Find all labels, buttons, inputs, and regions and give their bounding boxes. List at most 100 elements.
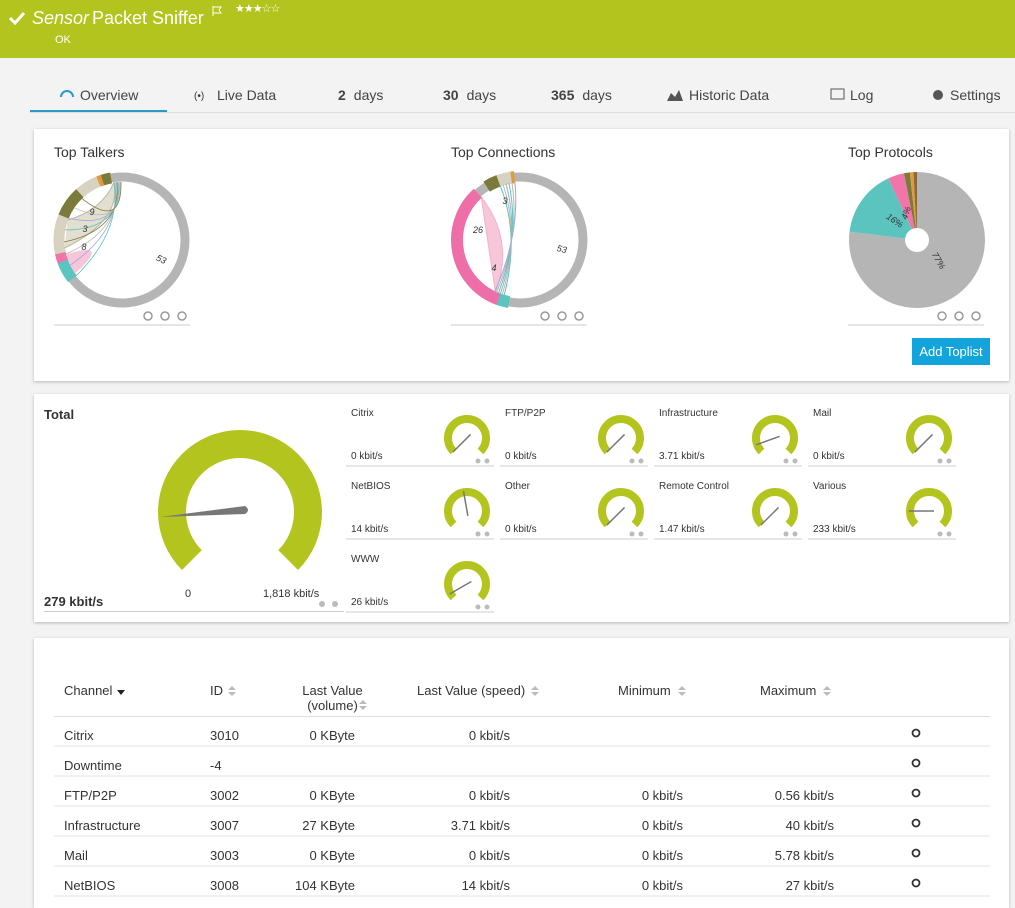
cell-speed: 0 kbit/s [350, 728, 510, 743]
column-header[interactable]: Last Value (volume) [290, 683, 375, 713]
cell-channel: NetBIOS [64, 878, 115, 893]
column-header[interactable]: Minimum [618, 683, 671, 698]
gauge-value: 0 kbit/s [813, 451, 845, 462]
gauge-needle [607, 434, 625, 452]
gauge-name: Citrix [351, 408, 374, 419]
channel-settings-icon [913, 820, 920, 827]
tab-days-number: 365 [551, 87, 574, 103]
cell-volume: 0 KByte [195, 728, 355, 743]
gauge-arc [756, 492, 794, 524]
column-header[interactable]: ID [210, 683, 223, 698]
tab-label[interactable]: Overview [80, 87, 138, 103]
cell-channel: FTP/P2P [64, 788, 117, 803]
cell-volume: 104 KByte [195, 878, 355, 893]
tab-days-unit: days [354, 87, 384, 103]
tab-label[interactable]: Log [850, 87, 873, 103]
toplist-action-icon [575, 312, 583, 320]
ring-segment [80, 182, 99, 194]
historic-icon [667, 90, 683, 101]
cell-minimum: 0 kbit/s [523, 848, 683, 863]
tab-label[interactable]: Historic Data [689, 87, 769, 103]
log-icon [831, 89, 844, 99]
total-icon [319, 601, 325, 607]
gauge-name: FTP/P2P [505, 408, 546, 419]
toplist-action-icon [144, 312, 152, 320]
gauge-arc [910, 419, 948, 451]
gauge-icon [485, 605, 490, 610]
gauge-value: 0 kbit/s [505, 451, 537, 462]
ring-segment [60, 253, 62, 261]
ring-segment [498, 178, 511, 181]
cell-speed: 3.71 kbit/s [350, 818, 510, 833]
live-icon: (•) [194, 91, 204, 102]
gauge-needle [450, 582, 472, 595]
tab-days[interactable]: 30 days [443, 87, 496, 103]
gauge-icon [784, 459, 789, 464]
ring-segment [59, 216, 64, 253]
cell-channel: Citrix [64, 728, 94, 743]
tab-days-unit: days [467, 87, 497, 103]
cell-speed: 0 kbit/s [350, 788, 510, 803]
column-header[interactable]: Last Value (speed) [417, 683, 525, 698]
gauge-icon [630, 459, 635, 464]
sort-icon [228, 686, 236, 696]
cell-maximum: 5.78 kbit/s [674, 848, 834, 863]
cell-volume: 0 KByte [195, 788, 355, 803]
toplist-title: Top Talkers [54, 144, 125, 160]
cell-minimum: 0 kbit/s [523, 818, 683, 833]
gauge-arc [910, 492, 948, 524]
cell-maximum: 40 kbit/s [674, 818, 834, 833]
ring-segment [487, 181, 499, 187]
gauge-value: 3.71 kbit/s [659, 451, 705, 462]
column-header[interactable]: Channel [64, 683, 112, 698]
gauge-value: 0 kbit/s [351, 451, 383, 462]
pie-hole [905, 228, 929, 252]
toplist-action-icon [938, 312, 946, 320]
overview-icon [61, 91, 73, 97]
tab-label[interactable]: Live Data [217, 87, 276, 103]
gauge-arc [602, 492, 640, 524]
gauge-icon [630, 532, 635, 537]
cell-channel: Mail [64, 848, 88, 863]
channel-settings-icon [913, 880, 920, 887]
channel-settings-icon [913, 850, 920, 857]
total-baseline [44, 611, 344, 612]
gauge-name: Various [813, 481, 846, 492]
column-header[interactable]: Maximum [760, 683, 816, 698]
toplist-action-icon [161, 312, 169, 320]
toplist-action-icon [558, 312, 566, 320]
total-value: 279 kbit/s [44, 594, 103, 609]
gauge-icon [476, 459, 481, 464]
gauge-value: 26 kbit/s [351, 597, 388, 608]
toplist-title: Top Connections [451, 144, 555, 160]
gauge-name: WWW [351, 554, 379, 565]
tab-days[interactable]: 2 days [338, 87, 383, 103]
cell-channel: Downtime [64, 758, 122, 773]
tab-days-number: 2 [338, 87, 346, 103]
ring-segment [103, 178, 112, 180]
tab-days-unit: days [582, 87, 612, 103]
gauge-icon [938, 459, 943, 464]
add-toplist-button[interactable]: Add Toplist [912, 338, 990, 365]
gauge-needle [453, 434, 471, 452]
cell-minimum: 0 kbit/s [523, 878, 683, 893]
gauge-arc [602, 419, 640, 451]
toplist-label: 3 [502, 196, 507, 206]
gauge-needle [761, 507, 779, 525]
gauge-icon [947, 532, 952, 537]
gauge-name: Other [505, 481, 530, 492]
total-max: 1,818 kbit/s [263, 588, 319, 600]
gauge-name: NetBIOS [351, 481, 390, 492]
channel-settings-icon [913, 760, 920, 767]
toplist-label: 8 [81, 242, 86, 252]
toplist-label: 26 [472, 225, 483, 235]
gauge-icon [476, 605, 481, 610]
tab-label[interactable]: Settings [950, 87, 1001, 103]
tab-days[interactable]: 365 days [551, 87, 612, 103]
sort-desc-icon [117, 690, 125, 695]
cell-volume: 27 KByte [195, 818, 355, 833]
toplist-label: 3 [82, 224, 87, 234]
tab-days-number: 30 [443, 87, 459, 103]
gauge-needle [915, 434, 933, 452]
